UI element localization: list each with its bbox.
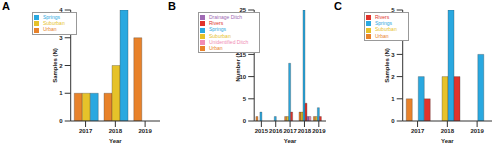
svg-text:0: 0	[243, 118, 247, 124]
svg-text:3: 3	[391, 52, 395, 58]
svg-text:1: 1	[391, 96, 395, 102]
svg-text:2019: 2019	[138, 128, 152, 134]
svg-text:0: 0	[391, 118, 395, 124]
svg-text:2: 2	[391, 74, 395, 80]
svg-text:2019: 2019	[312, 128, 326, 134]
svg-text:Year: Year	[441, 138, 454, 144]
svg-text:2018: 2018	[298, 128, 312, 134]
svg-text:2017: 2017	[411, 128, 425, 134]
svg-text:20: 20	[240, 29, 247, 35]
svg-text:2018: 2018	[109, 128, 123, 134]
svg-text:Year: Year	[284, 138, 297, 144]
svg-text:2017: 2017	[79, 128, 93, 134]
svg-text:4: 4	[59, 7, 63, 13]
svg-text:2: 2	[59, 63, 63, 69]
svg-text:2017: 2017	[283, 128, 297, 134]
svg-text:2016: 2016	[269, 128, 283, 134]
svg-text:3: 3	[59, 35, 63, 41]
svg-text:2015: 2015	[255, 128, 269, 134]
svg-text:2019: 2019	[470, 128, 484, 134]
svg-text:Number (N): Number (N)	[235, 49, 241, 82]
svg-text:2018: 2018	[441, 128, 455, 134]
svg-text:Year: Year	[109, 138, 122, 144]
svg-text:0: 0	[59, 118, 63, 124]
svg-text:1: 1	[59, 90, 63, 96]
svg-text:Samples (N): Samples (N)	[52, 48, 58, 83]
svg-text:25: 25	[240, 7, 247, 13]
svg-text:5: 5	[391, 7, 395, 13]
svg-text:5: 5	[243, 96, 247, 102]
svg-text:4: 4	[391, 29, 395, 35]
svg-text:Samples (N): Samples (N)	[384, 48, 390, 83]
